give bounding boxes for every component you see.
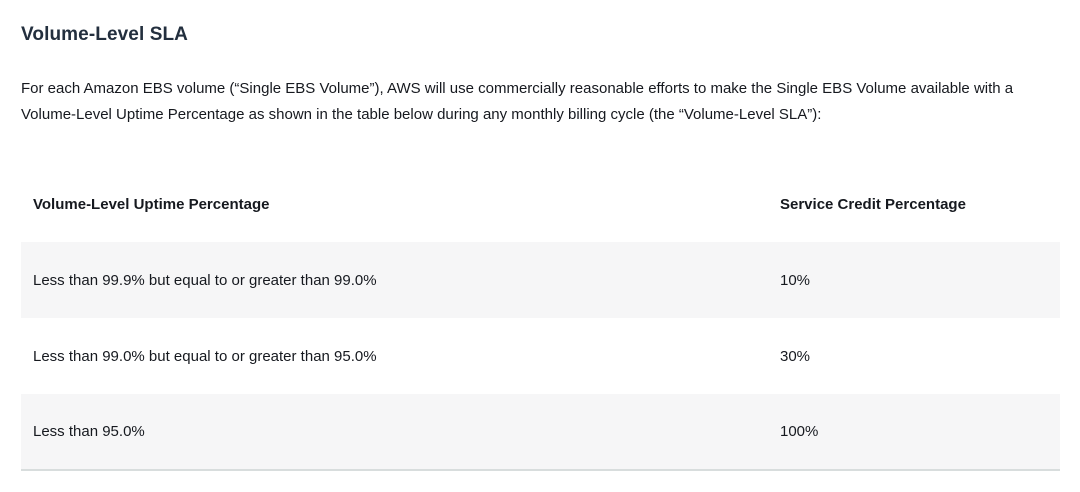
credit-cell: 10% [768, 242, 1060, 318]
table-header-row: Volume-Level Uptime Percentage Service C… [21, 166, 1060, 242]
credit-cell: 30% [780, 347, 811, 365]
sla-table: Volume-Level Uptime Percentage Service C… [21, 166, 1060, 471]
uptime-column-header: Volume-Level Uptime Percentage [33, 195, 270, 213]
uptime-cell: Less than 99.0% but equal to or greater … [33, 347, 377, 365]
credit-cell: 100% [768, 394, 1060, 471]
table-row: Less than 95.0% 100% [21, 394, 1060, 471]
intro-paragraph: For each Amazon EBS volume (“Single EBS … [21, 80, 1014, 123]
credit-column-header: Service Credit Percentage [780, 195, 966, 213]
table-row: Less than 99.9% but equal to or greater … [21, 242, 1060, 318]
table-row: Less than 99.0% but equal to or greater … [21, 318, 1060, 394]
page-title: Volume-Level SLA [21, 24, 189, 45]
uptime-cell: Less than 99.9% but equal to or greater … [21, 242, 768, 318]
uptime-cell: Less than 95.0% [21, 394, 768, 471]
